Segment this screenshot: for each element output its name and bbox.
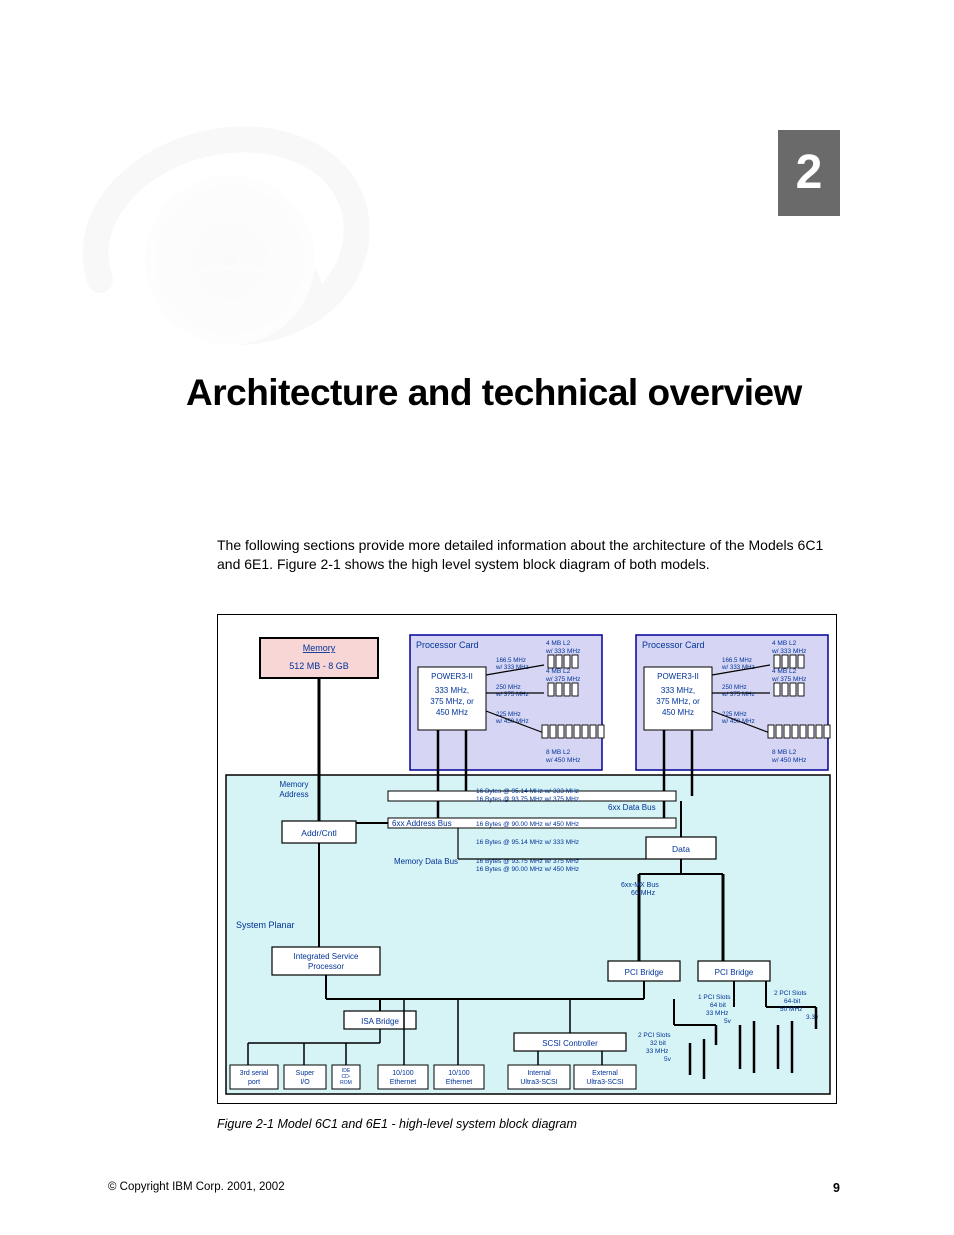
svg-text:Processor Card: Processor Card <box>642 640 705 650</box>
svg-text:Ultra3-SCSI: Ultra3-SCSI <box>586 1079 623 1086</box>
svg-text:16 Bytes @ 93.75 MHz w/ 375 MH: 16 Bytes @ 93.75 MHz w/ 375 MHz <box>476 796 579 803</box>
svg-text:5v: 5v <box>664 1056 672 1063</box>
svg-text:SCSI Controller: SCSI Controller <box>542 1039 598 1048</box>
svg-text:PCI Bridge: PCI Bridge <box>715 968 754 977</box>
svg-text:6xx Data Bus: 6xx Data Bus <box>608 803 656 812</box>
svg-text:1 PCI Slots: 1 PCI Slots <box>698 994 731 1001</box>
svg-text:w/ 375 MHz: w/ 375 MHz <box>545 676 580 683</box>
svg-text:w/ 333 MHz: w/ 333 MHz <box>771 648 806 655</box>
svg-text:Ethernet: Ethernet <box>446 1079 473 1086</box>
svg-text:w/ 375 MHz: w/ 375 MHz <box>771 676 806 683</box>
svg-text:225 MHz: 225 MHz <box>496 711 521 718</box>
svg-text:250 MHz: 250 MHz <box>496 684 521 691</box>
footer-copyright: © Copyright IBM Corp. 2001, 2002 <box>108 1181 285 1193</box>
svg-text:6xx Address Bus: 6xx Address Bus <box>392 819 452 828</box>
svg-text:4 MB L2: 4 MB L2 <box>772 640 797 647</box>
memory-title: Memory <box>303 643 336 653</box>
svg-text:225 MHz: 225 MHz <box>722 711 747 718</box>
svg-text:Internal: Internal <box>527 1070 551 1077</box>
svg-text:375 MHz, or: 375 MHz, or <box>656 697 700 706</box>
svg-text:External: External <box>592 1070 618 1077</box>
svg-text:5v: 5v <box>724 1018 732 1025</box>
svg-text:Data: Data <box>672 844 690 854</box>
svg-text:w/ 450 MHz: w/ 450 MHz <box>721 718 755 725</box>
svg-text:16 Bytes @ 95.14 MHz w/ 333 MH: 16 Bytes @ 95.14 MHz w/ 333 MHz <box>476 839 579 846</box>
svg-text:w/ 375 MHz: w/ 375 MHz <box>495 691 529 698</box>
svg-text:w/ 450 MHz: w/ 450 MHz <box>545 757 580 764</box>
svg-text:Address: Address <box>279 790 308 799</box>
svg-text:2 PCI Slots: 2 PCI Slots <box>638 1032 671 1039</box>
svg-text:4 MB L2: 4 MB L2 <box>546 668 571 675</box>
svg-text:66 MHz: 66 MHz <box>631 890 656 897</box>
svg-text:16 Bytes @ 90.00 MHz w/ 450 MH: 16 Bytes @ 90.00 MHz w/ 450 MHz <box>476 866 579 873</box>
svg-text:w/ 450 MHz: w/ 450 MHz <box>495 718 529 725</box>
svg-text:250 MHz: 250 MHz <box>722 684 747 691</box>
svg-text:I/O: I/O <box>300 1079 310 1086</box>
svg-text:POWER3-II: POWER3-II <box>431 672 473 681</box>
watermark-swirl <box>60 100 400 360</box>
svg-text:33 MHz: 33 MHz <box>706 1010 728 1017</box>
chapter-tab: 2 <box>778 130 840 216</box>
svg-text:Integrated Service: Integrated Service <box>294 952 359 961</box>
svg-text:port: port <box>248 1079 260 1086</box>
svg-text:166.5 MHz: 166.5 MHz <box>722 657 752 664</box>
svg-text:4 MB L2: 4 MB L2 <box>546 640 571 647</box>
svg-text:POWER3-II: POWER3-II <box>657 672 699 681</box>
svg-text:Processor Card: Processor Card <box>416 640 479 650</box>
svg-text:50 MHz: 50 MHz <box>780 1006 802 1013</box>
svg-text:Memory: Memory <box>280 780 309 789</box>
svg-text:ISA Bridge: ISA Bridge <box>361 1017 399 1026</box>
svg-text:4 MB L2: 4 MB L2 <box>772 668 797 675</box>
svg-text:w/ 375 MHz: w/ 375 MHz <box>721 691 755 698</box>
svg-text:10/100: 10/100 <box>392 1070 414 1077</box>
svg-text:333 MHz,: 333 MHz, <box>661 686 695 695</box>
svg-text:16 Bytes @ 90.00 MHz w/ 450 MH: 16 Bytes @ 90.00 MHz w/ 450 MHz <box>476 821 579 828</box>
svg-text:w/ 450 MHz: w/ 450 MHz <box>771 757 806 764</box>
svg-text:Memory Data Bus: Memory Data Bus <box>394 857 458 866</box>
svg-text:w/ 333 MHz: w/ 333 MHz <box>545 648 580 655</box>
system-planar-label: System Planar <box>236 920 295 930</box>
svg-text:Super: Super <box>296 1070 315 1077</box>
chapter-title: Architecture and technical overview <box>186 370 846 416</box>
svg-text:166.5 MHz: 166.5 MHz <box>496 657 526 664</box>
svg-text:Processor: Processor <box>308 962 344 971</box>
memory-range: 512 MB - 8 GB <box>289 661 349 671</box>
svg-text:ROM: ROM <box>340 1080 352 1086</box>
figure-caption: Figure 2-1 Model 6C1 and 6E1 - high-leve… <box>217 1117 577 1131</box>
svg-text:375 MHz, or: 375 MHz, or <box>430 697 474 706</box>
svg-text:6xx-MX Bus: 6xx-MX Bus <box>621 882 659 889</box>
svg-text:33 MHz: 33 MHz <box>646 1048 668 1055</box>
footer-page-number: 9 <box>833 1181 840 1195</box>
svg-text:Ethernet: Ethernet <box>390 1079 417 1086</box>
svg-text:32 bit: 32 bit <box>650 1040 666 1047</box>
svg-text:3rd serial: 3rd serial <box>240 1070 269 1077</box>
svg-text:Addr/Cntl: Addr/Cntl <box>301 828 337 838</box>
svg-text:Ultra3-SCSI: Ultra3-SCSI <box>520 1079 557 1086</box>
svg-text:8 MB L2: 8 MB L2 <box>546 749 571 756</box>
intro-paragraph: The following sections provide more deta… <box>217 536 847 574</box>
svg-text:10/100: 10/100 <box>448 1070 470 1077</box>
svg-text:333 MHz,: 333 MHz, <box>435 686 469 695</box>
figure-block-diagram: System Planar Memory 512 MB - 8 GB Proce… <box>217 614 837 1104</box>
svg-text:PCI Bridge: PCI Bridge <box>625 968 664 977</box>
svg-text:2 PCI Slots: 2 PCI Slots <box>774 990 807 997</box>
svg-text:16 Bytes @ 95.14 MHz w/ 333 MH: 16 Bytes @ 95.14 MHz w/ 333 MHz <box>476 788 579 795</box>
svg-text:8 MB L2: 8 MB L2 <box>772 749 797 756</box>
svg-text:450 MHz: 450 MHz <box>436 708 468 717</box>
svg-text:450 MHz: 450 MHz <box>662 708 694 717</box>
svg-text:64-bit: 64-bit <box>784 998 800 1005</box>
svg-text:64 bit: 64 bit <box>710 1002 726 1009</box>
